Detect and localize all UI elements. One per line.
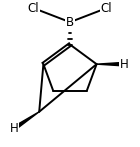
Polygon shape <box>97 62 125 66</box>
Polygon shape <box>13 112 39 130</box>
Text: B: B <box>66 16 74 29</box>
Text: Cl: Cl <box>101 2 112 15</box>
Text: Cl: Cl <box>28 2 39 15</box>
Text: H: H <box>120 58 129 71</box>
Text: H: H <box>10 122 18 135</box>
